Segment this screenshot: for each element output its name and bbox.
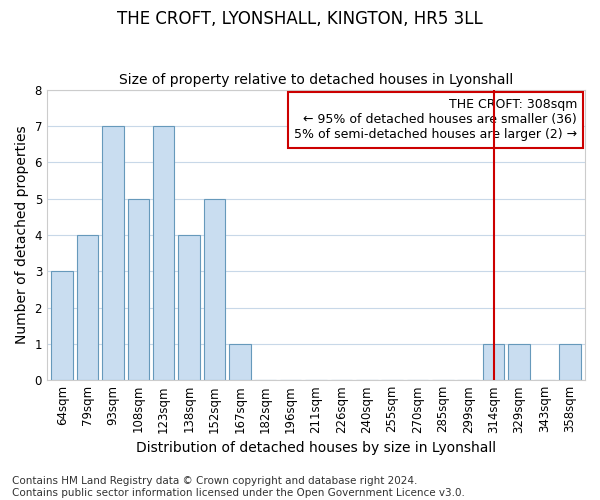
Title: Size of property relative to detached houses in Lyonshall: Size of property relative to detached ho… [119, 73, 513, 87]
Bar [483, 344, 505, 380]
Text: THE CROFT: 308sqm
← 95% of detached houses are smaller (36)
5% of semi-detached : THE CROFT: 308sqm ← 95% of detached hous… [294, 98, 577, 142]
Bar [52, 271, 73, 380]
Bar [229, 344, 251, 380]
Y-axis label: Number of detached properties: Number of detached properties [15, 126, 29, 344]
Bar [128, 198, 149, 380]
X-axis label: Distribution of detached houses by size in Lyonshall: Distribution of detached houses by size … [136, 441, 496, 455]
Text: THE CROFT, LYONSHALL, KINGTON, HR5 3LL: THE CROFT, LYONSHALL, KINGTON, HR5 3LL [117, 10, 483, 28]
Bar [102, 126, 124, 380]
Bar [508, 344, 530, 380]
Bar [203, 198, 225, 380]
Bar [153, 126, 175, 380]
Bar [559, 344, 581, 380]
Text: Contains HM Land Registry data © Crown copyright and database right 2024.
Contai: Contains HM Land Registry data © Crown c… [12, 476, 465, 498]
Bar [77, 235, 98, 380]
Bar [178, 235, 200, 380]
